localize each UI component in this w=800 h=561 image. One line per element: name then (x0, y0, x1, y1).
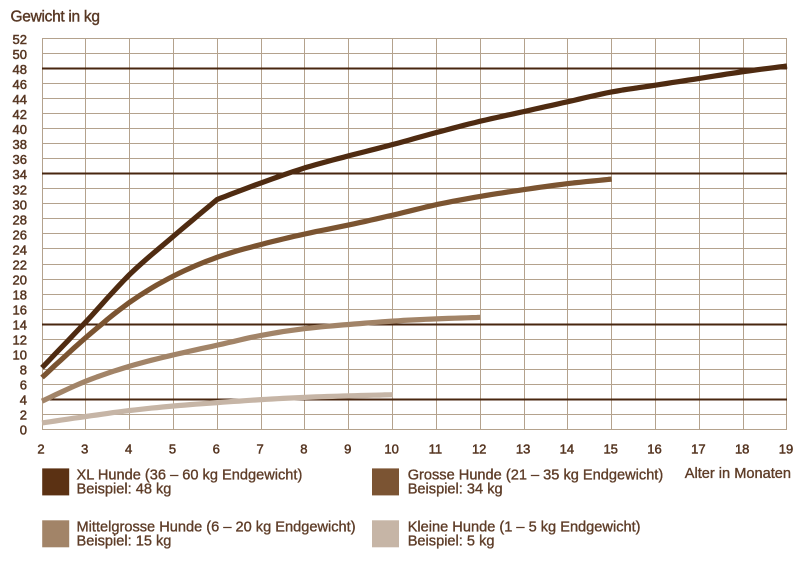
svg-text:34: 34 (13, 167, 27, 182)
svg-text:40: 40 (13, 122, 27, 137)
svg-text:14: 14 (560, 442, 574, 457)
svg-text:36: 36 (13, 152, 27, 167)
svg-text:2: 2 (20, 408, 27, 423)
svg-text:52: 52 (13, 32, 27, 47)
svg-text:Beispiel: 48 kg: Beispiel: 48 kg (77, 482, 172, 498)
svg-text:16: 16 (13, 303, 27, 318)
svg-text:18: 18 (13, 288, 27, 303)
svg-text:32: 32 (13, 182, 27, 197)
svg-text:Kleine Hunde (1 – 5 kg Endgewi: Kleine Hunde (1 – 5 kg Endgewicht) (408, 519, 641, 535)
svg-text:11: 11 (429, 442, 443, 457)
svg-text:8: 8 (20, 363, 27, 378)
svg-text:Beispiel: 5 kg: Beispiel: 5 kg (408, 534, 495, 550)
svg-text:38: 38 (13, 137, 27, 152)
svg-text:9: 9 (344, 442, 351, 457)
svg-text:20: 20 (13, 272, 27, 287)
svg-text:46: 46 (13, 77, 27, 92)
svg-text:13: 13 (516, 442, 530, 457)
svg-text:6: 6 (20, 378, 27, 393)
svg-text:10: 10 (384, 442, 398, 457)
svg-text:2: 2 (37, 442, 44, 457)
svg-text:18: 18 (735, 442, 749, 457)
svg-text:Alter in Monaten: Alter in Monaten (685, 466, 791, 482)
svg-text:7: 7 (256, 442, 263, 457)
svg-text:17: 17 (691, 442, 705, 457)
svg-text:42: 42 (13, 107, 27, 122)
svg-text:12: 12 (13, 333, 27, 348)
svg-text:Gewicht in kg: Gewicht in kg (11, 9, 100, 26)
svg-text:28: 28 (13, 212, 27, 227)
svg-text:0: 0 (20, 423, 27, 438)
svg-text:22: 22 (13, 257, 27, 272)
svg-text:50: 50 (13, 47, 27, 62)
svg-text:4: 4 (20, 393, 27, 408)
svg-text:5: 5 (169, 442, 176, 457)
svg-text:14: 14 (13, 318, 27, 333)
svg-text:10: 10 (13, 348, 27, 363)
svg-text:Beispiel: 15 kg: Beispiel: 15 kg (77, 534, 172, 550)
svg-text:XL Hunde (36 – 60 kg Endgewich: XL Hunde (36 – 60 kg Endgewicht) (77, 467, 303, 483)
svg-text:48: 48 (13, 62, 27, 77)
svg-text:Mittelgrosse Hunde (6 – 20 kg: Mittelgrosse Hunde (6 – 20 kg Endgewicht… (77, 519, 356, 535)
svg-text:16: 16 (647, 442, 661, 457)
svg-text:4: 4 (125, 442, 132, 457)
svg-text:24: 24 (13, 242, 27, 257)
svg-text:15: 15 (603, 442, 617, 457)
svg-text:26: 26 (13, 227, 27, 242)
svg-text:Beispiel: 34 kg: Beispiel: 34 kg (408, 482, 503, 498)
svg-text:44: 44 (13, 92, 27, 107)
svg-text:6: 6 (213, 442, 220, 457)
svg-text:8: 8 (300, 442, 307, 457)
svg-text:30: 30 (13, 197, 27, 212)
svg-text:12: 12 (472, 442, 486, 457)
svg-text:3: 3 (81, 442, 88, 457)
svg-text:Grosse Hunde (21 – 35 kg Endge: Grosse Hunde (21 – 35 kg Endgewicht) (408, 467, 664, 483)
svg-text:19: 19 (779, 442, 793, 457)
